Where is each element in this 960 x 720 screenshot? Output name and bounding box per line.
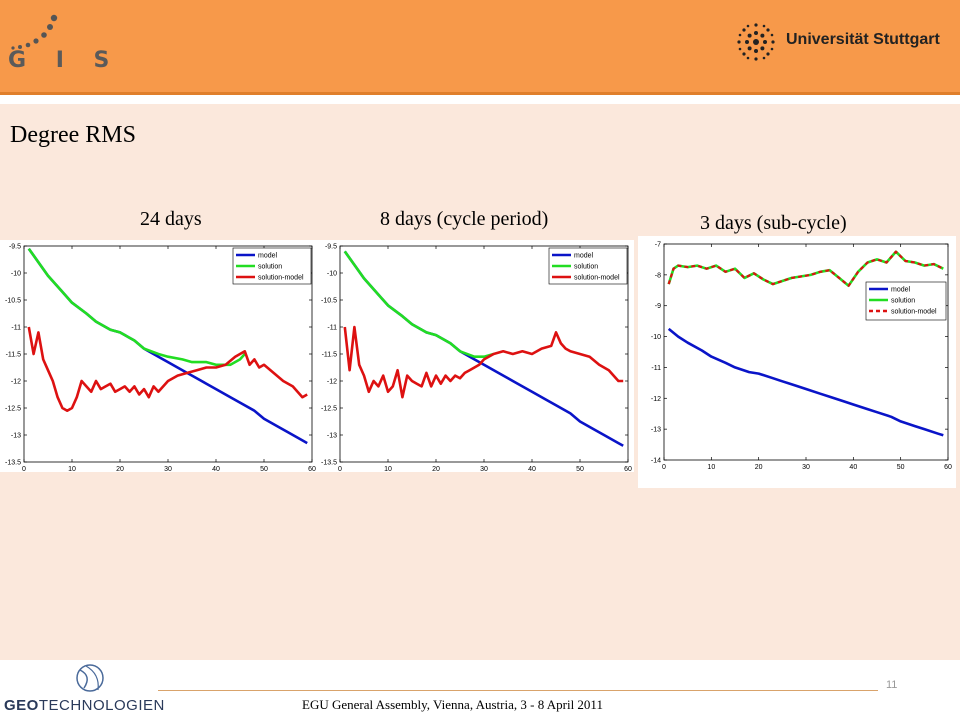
x-tick-label: 40	[212, 466, 220, 472]
series-line-solution	[343, 250, 494, 358]
legend-label-model: model	[258, 253, 278, 260]
header-bar	[0, 0, 960, 92]
x-tick-label: 0	[22, 466, 26, 472]
legend-label-model: model	[891, 287, 911, 294]
y-tick-label: -9	[655, 303, 661, 310]
y-tick-label: -11.5	[322, 352, 338, 359]
y-tick-label: -13	[651, 427, 661, 434]
legend-label-solution-model: solution-model	[891, 309, 937, 316]
y-tick-label: -12	[11, 379, 21, 386]
panel-title-24-days: 24 days	[140, 208, 202, 230]
y-tick-label: -10	[327, 271, 337, 278]
chart-3-days-sub-cycle: 0 10 20 30 40 50 60 -7 -8 -9 -10 -11 -12 -13 -14 model s…	[638, 236, 956, 488]
university-name: Universität Stuttgart	[786, 31, 940, 48]
gis-logo-text: G I S	[8, 48, 121, 73]
x-tick-label: 50	[576, 466, 584, 472]
slide-title: Degree RMS	[10, 122, 136, 148]
x-tick-label: 10	[68, 466, 76, 472]
x-tick-label: 0	[338, 466, 342, 472]
x-tick-label: 60	[624, 466, 632, 472]
y-tick-label: -13.5	[321, 460, 337, 467]
x-tick-label: 50	[260, 466, 268, 472]
y-tick-label: -12.5	[5, 406, 21, 413]
y-tick-label: -12	[651, 396, 661, 403]
header-divider	[0, 92, 960, 95]
x-tick-label: 40	[849, 464, 857, 471]
geotechnologien-wordmark-bold: GEO	[4, 697, 39, 714]
y-tick-label: -11.5	[6, 352, 22, 359]
legend-label-model: model	[574, 253, 594, 260]
panel-title-8-days: 8 days (cycle period)	[380, 208, 549, 230]
geotechnologien-logo-icon	[76, 664, 104, 692]
series-line-solution-model	[667, 250, 944, 287]
x-tick-label: 60	[944, 464, 952, 471]
y-tick-label: -13	[11, 433, 21, 440]
plot-area	[663, 243, 949, 461]
y-tick-label: -11	[327, 325, 337, 332]
x-tick-label: 60	[308, 466, 316, 472]
y-tick-label: -13	[327, 433, 337, 440]
y-tick-label: -11	[11, 325, 21, 332]
y-tick-label: -9.5	[9, 244, 21, 251]
x-tick-label: 20	[116, 466, 124, 472]
geotechnologien-wordmark: GEOTECHNOLOGIEN	[4, 697, 165, 714]
x-tick-label: 20	[432, 466, 440, 472]
y-tick-label: -10.5	[321, 298, 337, 305]
y-tick-label: -7	[655, 242, 661, 249]
y-tick-label: -12	[327, 379, 337, 386]
x-tick-label: 40	[528, 466, 536, 472]
x-tick-label: 10	[707, 464, 715, 471]
legend-label-solution-model: solution-model	[258, 275, 304, 282]
series-line-solution-model	[27, 326, 308, 412]
y-tick-label: -13.5	[5, 460, 21, 467]
chart-24-days: 0 10 20 30 40 50 60 -9.5 -10 -10.5 -11 -11.5 -12 -12.…	[0, 240, 318, 472]
footer-divider	[158, 690, 878, 691]
legend-label-solution: solution	[258, 264, 282, 271]
y-tick-label: -10	[651, 334, 661, 341]
x-tick-label: 30	[480, 466, 488, 472]
x-tick-label: 0	[662, 464, 666, 471]
series-line-solution-model	[343, 325, 624, 399]
y-tick-label: -9.5	[325, 244, 337, 251]
geotechnologien-wordmark-rest: TECHNOLOGIEN	[38, 697, 165, 714]
legend-label-solution: solution	[574, 264, 598, 271]
panel-title-3-days: 3 days (sub-cycle)	[700, 212, 847, 234]
legend-label-solution-model: solution-model	[574, 275, 620, 282]
x-tick-label: 30	[802, 464, 810, 471]
chart-8-days-cycle-period: 0 10 20 30 40 50 60 -9.5 -10 -10.5 -11 -11.5 -12 -12.…	[316, 240, 634, 472]
y-tick-label: -10	[11, 271, 21, 278]
series-line-model	[667, 327, 944, 437]
series-line-solution	[27, 247, 246, 367]
y-tick-label: -12.5	[321, 406, 337, 413]
y-tick-label: -10.5	[5, 298, 21, 305]
page-number: 11	[886, 679, 898, 691]
university-seal-icon	[737, 23, 775, 61]
x-tick-label: 50	[897, 464, 905, 471]
y-tick-label: -14	[651, 458, 661, 465]
y-tick-label: -8	[655, 272, 661, 279]
x-tick-label: 10	[384, 466, 392, 472]
x-tick-label: 30	[164, 466, 172, 472]
gis-logo-icon	[11, 14, 58, 50]
footer-conference-text: EGU General Assembly, Vienna, Austria, 3…	[302, 697, 603, 712]
x-tick-label: 20	[755, 464, 763, 471]
y-tick-label: -11	[651, 365, 661, 372]
legend-label-solution: solution	[891, 298, 915, 305]
